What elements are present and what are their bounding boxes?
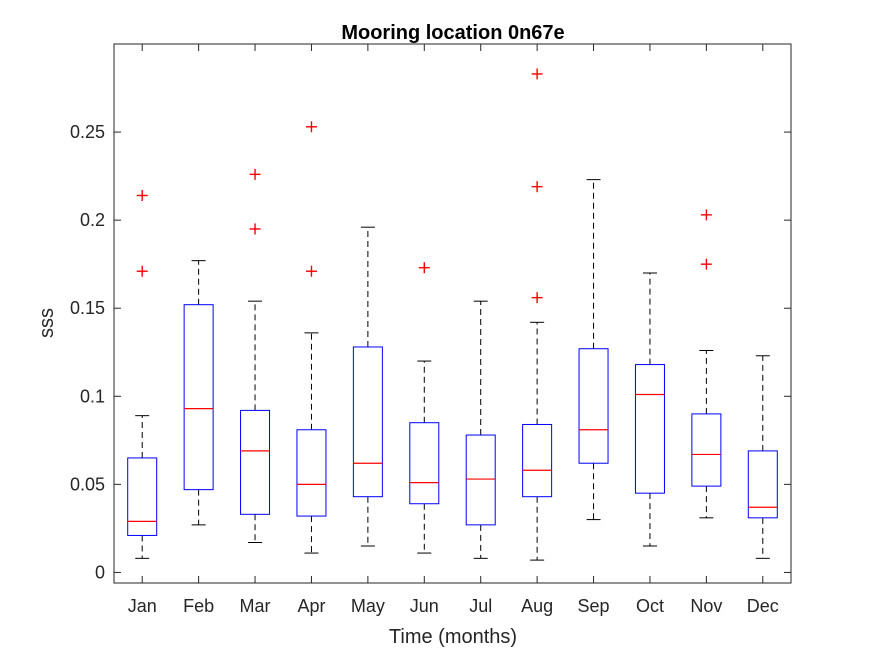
y-axis-label: sss	[36, 308, 58, 338]
y-tick-label: 0.25	[70, 122, 105, 142]
x-tick-label: Apr	[297, 596, 325, 616]
iqr-box	[240, 409, 271, 515]
x-tick-label: Jul	[469, 596, 492, 616]
x-tick-label: Jan	[128, 596, 157, 616]
outlier-marker	[305, 265, 317, 277]
x-tick-label: Feb	[183, 596, 214, 616]
y-tick-label: 0.05	[70, 474, 105, 494]
outlier-marker	[700, 209, 712, 221]
outlier-marker	[249, 168, 261, 180]
outlier-marker	[700, 258, 712, 270]
y-axis: 0 0.05 0.1 0.15 0.2 0.25	[70, 122, 791, 582]
iqr-box	[578, 348, 609, 464]
box-mar	[240, 168, 271, 543]
box-jul	[465, 300, 496, 559]
x-tick-label: Oct	[636, 596, 664, 616]
iqr-box	[691, 413, 722, 487]
outlier-marker	[531, 68, 543, 80]
x-tick-label: Nov	[690, 596, 722, 616]
box-feb	[183, 260, 214, 526]
box-series	[127, 68, 778, 561]
x-tick-label: May	[351, 596, 385, 616]
box-dec	[747, 355, 778, 559]
box-jun	[409, 262, 440, 554]
box-nov	[691, 209, 722, 519]
iqr-box	[634, 364, 665, 494]
box-apr	[296, 121, 327, 554]
box-may	[352, 226, 383, 547]
iqr-box	[127, 457, 158, 536]
box-sep	[578, 179, 609, 521]
outlier-marker	[418, 262, 430, 274]
iqr-box	[465, 434, 496, 526]
outlier-marker	[249, 223, 261, 235]
iqr-box	[409, 422, 440, 505]
iqr-box	[352, 346, 383, 498]
outlier-marker	[531, 292, 543, 304]
outlier-marker	[531, 181, 543, 193]
x-tick-label: Mar	[240, 596, 271, 616]
x-tick-label: Aug	[521, 596, 553, 616]
plot-area-frame	[113, 43, 792, 584]
box-aug	[522, 68, 553, 561]
outlier-marker	[305, 121, 317, 133]
outlier-marker	[136, 189, 148, 201]
iqr-box	[296, 429, 327, 517]
iqr-box	[747, 450, 778, 519]
x-axis: Jan Feb Mar Apr May Jun Jul Aug Sep Oct Nov Dec	[128, 44, 779, 616]
x-tick-label: Jun	[410, 596, 439, 616]
x-tick-label: Sep	[578, 596, 610, 616]
iqr-box	[183, 304, 214, 491]
x-tick-label: Dec	[747, 596, 779, 616]
x-axis-label: Time (months)	[389, 626, 517, 648]
chart-title: Mooring location 0n67e	[341, 22, 564, 44]
outlier-marker	[136, 265, 148, 277]
y-tick-label: 0	[95, 562, 105, 582]
iqr-box	[522, 423, 553, 498]
y-tick-label: 0.15	[70, 298, 105, 318]
box-oct	[634, 272, 665, 547]
box-jan	[127, 189, 158, 559]
y-tick-label: 0.2	[80, 210, 105, 230]
y-tick-label: 0.1	[80, 386, 105, 406]
